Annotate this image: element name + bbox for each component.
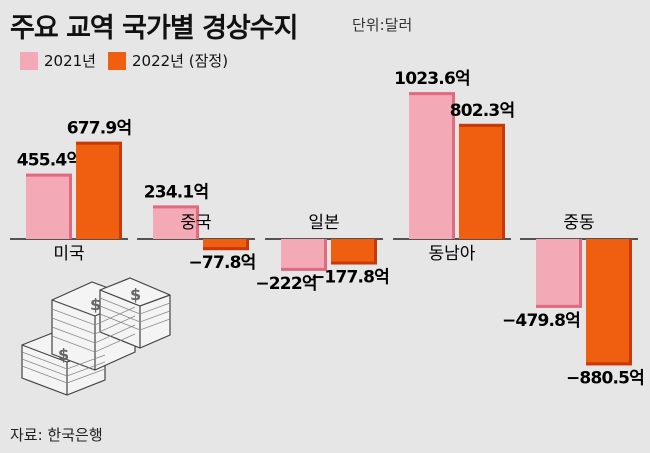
data-label: 455.4억: [17, 151, 82, 171]
bar: [26, 173, 72, 239]
bar: [76, 141, 122, 239]
bar-edge: [331, 239, 377, 265]
data-label: 677.9억: [67, 119, 132, 139]
bar: [586, 239, 632, 366]
data-label: −880.5억: [566, 368, 644, 388]
money-stack-illustration: $ $ $: [21, 277, 171, 396]
bar: [203, 239, 249, 251]
bar: [459, 123, 505, 239]
unit-label: 단위:달러: [352, 16, 413, 34]
source-note: 자료: 한국은행: [10, 426, 103, 444]
data-label: −479.8억: [502, 311, 580, 331]
data-label: −222억: [255, 274, 316, 294]
bar: [281, 239, 327, 271]
data-label: −77.8억: [188, 253, 255, 273]
svg-text:$: $: [130, 285, 141, 304]
data-label: −177.8억: [311, 268, 389, 288]
category-label: 동남아: [429, 244, 476, 264]
data-label: 1023.6억: [394, 69, 470, 89]
category-label: 중국: [180, 213, 211, 233]
legend-label-2022: 2022년 (잠정): [132, 52, 229, 70]
bar-edge: [203, 239, 249, 251]
svg-text:$: $: [90, 295, 101, 314]
category-label: 미국: [53, 244, 84, 264]
bar: [331, 239, 377, 265]
bar: [409, 92, 455, 239]
legend-swatch-2022: [108, 51, 126, 70]
data-label: 802.3억: [450, 101, 515, 121]
svg-text:$: $: [58, 345, 69, 364]
legend-label-2021: 2021년: [44, 52, 96, 70]
legend-item-2022: 2022년 (잠정): [108, 50, 228, 71]
data-label: 234.1억: [144, 182, 209, 202]
chart-title: 주요 교역 국가별 경상수지: [10, 13, 298, 44]
category-label: 중동: [563, 213, 594, 233]
category-label: 일본: [308, 213, 339, 233]
legend-swatch-2021: [20, 51, 38, 70]
bar: [153, 205, 199, 239]
legend-item-2021: 2021년: [20, 50, 96, 71]
bar: [536, 239, 582, 308]
